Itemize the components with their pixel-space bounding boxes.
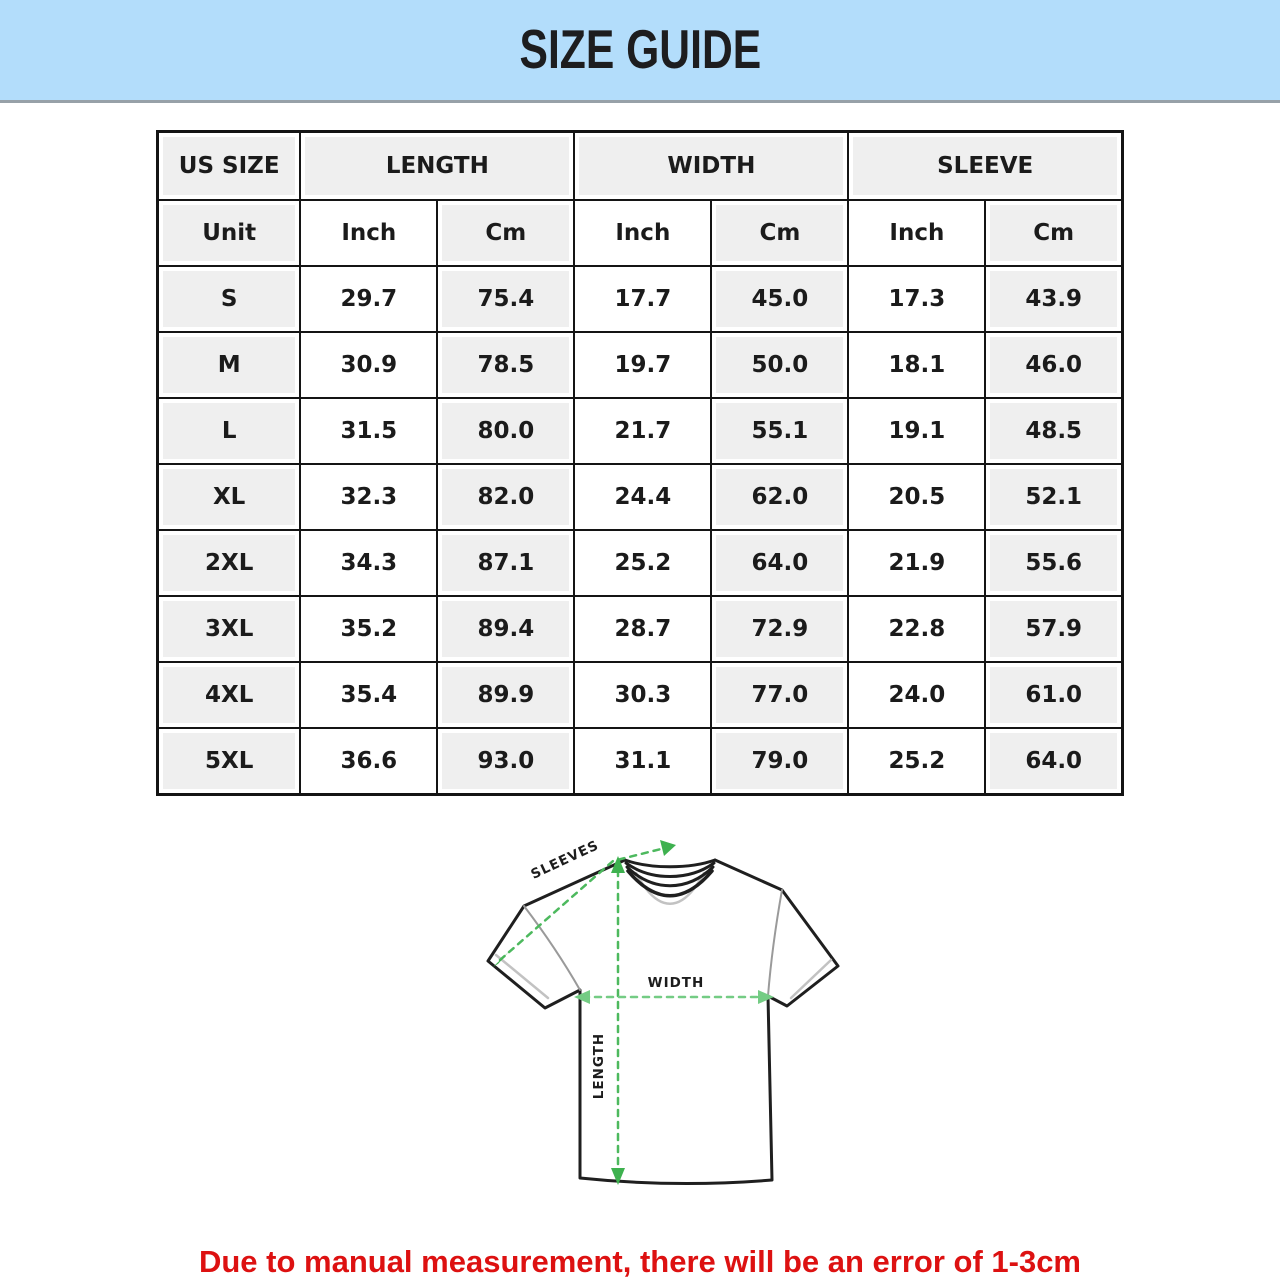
table-row: L 31.5 80.0 21.7 55.1 19.1 48.5 (156, 397, 1124, 465)
unit-cm-cell: Cm (984, 199, 1124, 267)
value-cell: 82.0 (436, 463, 576, 531)
table-row: S 29.7 75.4 17.7 45.0 17.3 43.9 (156, 265, 1124, 333)
value-cell: 35.2 (299, 595, 439, 663)
tshirt-diagram: WIDTH LENGTH SLEEVES (460, 828, 860, 1198)
value-cell: 80.0 (436, 397, 576, 465)
value-cell: 64.0 (984, 727, 1124, 796)
measurement-disclaimer: Due to manual measurement, there will be… (198, 1244, 1082, 1279)
size-guide-banner: SIZE GUIDE (0, 0, 1280, 103)
value-cell: 75.4 (436, 265, 576, 333)
tshirt-illustration: WIDTH LENGTH SLEEVES (486, 837, 840, 1186)
value-cell: 34.3 (299, 529, 439, 597)
value-cell: 19.1 (847, 397, 987, 465)
table-row: M 30.9 78.5 19.7 50.0 18.1 46.0 (156, 331, 1124, 399)
value-cell: 72.9 (710, 595, 850, 663)
value-cell: 30.3 (573, 661, 713, 729)
value-cell: 19.7 (573, 331, 713, 399)
size-table: US SIZE LENGTH WIDTH SLEEVE Unit Inch Cm… (156, 130, 1124, 796)
value-cell: 25.2 (847, 727, 987, 796)
size-cell: 2XL (156, 529, 302, 597)
value-cell: 55.6 (984, 529, 1124, 597)
value-cell: 25.2 (573, 529, 713, 597)
size-cell: 5XL (156, 727, 302, 796)
unit-cm-cell: Cm (710, 199, 850, 267)
size-cell: L (156, 397, 302, 465)
header-length: LENGTH (299, 130, 576, 201)
length-label: LENGTH (591, 1033, 607, 1099)
size-cell: 3XL (156, 595, 302, 663)
page-title: SIZE GUIDE (519, 19, 761, 81)
size-table-header: US SIZE LENGTH WIDTH SLEEVE Unit Inch Cm… (156, 130, 1124, 267)
table-row: 3XL 35.2 89.4 28.7 72.9 22.8 57.9 (156, 595, 1124, 663)
group-header-row: US SIZE LENGTH WIDTH SLEEVE (156, 130, 1124, 201)
value-cell: 52.1 (984, 463, 1124, 531)
value-cell: 35.4 (299, 661, 439, 729)
value-cell: 46.0 (984, 331, 1124, 399)
value-cell: 89.4 (436, 595, 576, 663)
width-label: WIDTH (648, 975, 705, 991)
size-cell: XL (156, 463, 302, 531)
table-row: 5XL 36.6 93.0 31.1 79.0 25.2 64.0 (156, 727, 1124, 796)
size-cell: S (156, 265, 302, 333)
value-cell: 31.5 (299, 397, 439, 465)
value-cell: 21.9 (847, 529, 987, 597)
value-cell: 79.0 (710, 727, 850, 796)
unit-inch-cell: Inch (847, 199, 987, 267)
size-table-body: S 29.7 75.4 17.7 45.0 17.3 43.9 M 30.9 78.5 19.7 50… (156, 265, 1124, 796)
value-cell: 32.3 (299, 463, 439, 531)
measurement-arrows (498, 846, 767, 1178)
value-cell: 31.1 (573, 727, 713, 796)
value-cell: 21.7 (573, 397, 713, 465)
value-cell: 18.1 (847, 331, 987, 399)
value-cell: 36.6 (299, 727, 439, 796)
value-cell: 55.1 (710, 397, 850, 465)
value-cell: 48.5 (984, 397, 1124, 465)
value-cell: 28.7 (573, 595, 713, 663)
value-cell: 30.9 (299, 331, 439, 399)
header-sleeve: SLEEVE (847, 130, 1124, 201)
value-cell: 22.8 (847, 595, 987, 663)
unit-cm-cell: Cm (436, 199, 576, 267)
table-row: 2XL 34.3 87.1 25.2 64.0 21.9 55.6 (156, 529, 1124, 597)
value-cell: 50.0 (710, 331, 850, 399)
unit-header-row: Unit Inch Cm Inch Cm Inch Cm (156, 199, 1124, 267)
value-cell: 64.0 (710, 529, 850, 597)
value-cell: 43.9 (984, 265, 1124, 333)
unit-inch-cell: Inch (299, 199, 439, 267)
value-cell: 78.5 (436, 331, 576, 399)
table-row: XL 32.3 82.0 24.4 62.0 20.5 52.1 (156, 463, 1124, 531)
value-cell: 29.7 (299, 265, 439, 333)
value-cell: 62.0 (710, 463, 850, 531)
value-cell: 87.1 (436, 529, 576, 597)
unit-inch-cell: Inch (573, 199, 713, 267)
value-cell: 20.5 (847, 463, 987, 531)
table-row: 4XL 35.4 89.9 30.3 77.0 24.0 61.0 (156, 661, 1124, 729)
header-us-size: US SIZE (156, 130, 302, 201)
value-cell: 77.0 (710, 661, 850, 729)
value-cell: 17.3 (847, 265, 987, 333)
sleeves-arrow-line (498, 846, 667, 962)
size-cell: M (156, 331, 302, 399)
value-cell: 24.0 (847, 661, 987, 729)
unit-label-cell: Unit (156, 199, 302, 267)
value-cell: 24.4 (573, 463, 713, 531)
value-cell: 93.0 (436, 727, 576, 796)
value-cell: 45.0 (710, 265, 850, 333)
value-cell: 89.9 (436, 661, 576, 729)
value-cell: 61.0 (984, 661, 1124, 729)
value-cell: 17.7 (573, 265, 713, 333)
size-cell: 4XL (156, 661, 302, 729)
value-cell: 57.9 (984, 595, 1124, 663)
header-width: WIDTH (573, 130, 850, 201)
